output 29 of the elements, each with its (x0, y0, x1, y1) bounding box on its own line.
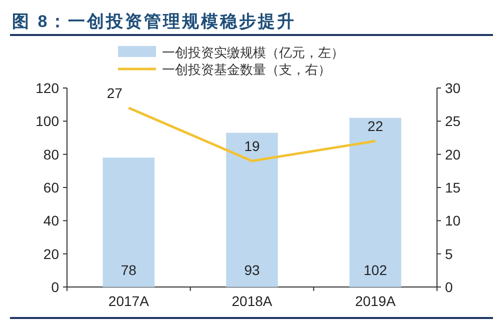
y-tick-label: 100 (36, 113, 60, 130)
legend-label: 一创投资基金数量（支，右） (162, 62, 331, 77)
bar (349, 118, 402, 287)
y2-tick-label: 15 (445, 180, 461, 196)
chart-title: 图 8：一创投资管理规模稳步提升 (12, 12, 296, 31)
y-tick-label: 40 (43, 212, 60, 229)
y-tick-label: 20 (43, 246, 60, 262)
data-label: 93 (244, 262, 260, 278)
y-tick-label: 60 (43, 180, 60, 196)
y2-tick-label: 20 (445, 146, 461, 162)
data-label: 27 (106, 84, 123, 101)
y2-tick-label: 10 (445, 212, 461, 229)
x-tick-label: 2018A (232, 293, 273, 309)
y2-tick-label: 0 (445, 279, 453, 295)
data-label: 22 (368, 118, 384, 134)
y-tick-label: 120 (36, 80, 60, 96)
data-label: 78 (120, 262, 137, 278)
x-tick-label: 2019A (355, 293, 396, 309)
y-tick-label: 0 (51, 279, 60, 295)
bar (226, 132, 278, 287)
x-tick-label: 2017A (108, 293, 150, 309)
y2-tick-label: 5 (445, 246, 453, 262)
y-tick-label: 80 (43, 146, 60, 162)
y2-tick-label: 25 (445, 113, 461, 130)
data-label: 19 (244, 138, 260, 154)
bar (102, 158, 155, 287)
y2-tick-label: 30 (445, 80, 461, 96)
data-label: 102 (364, 262, 388, 278)
legend-label: 一创投资实缴规模（亿元，左） (162, 45, 344, 60)
